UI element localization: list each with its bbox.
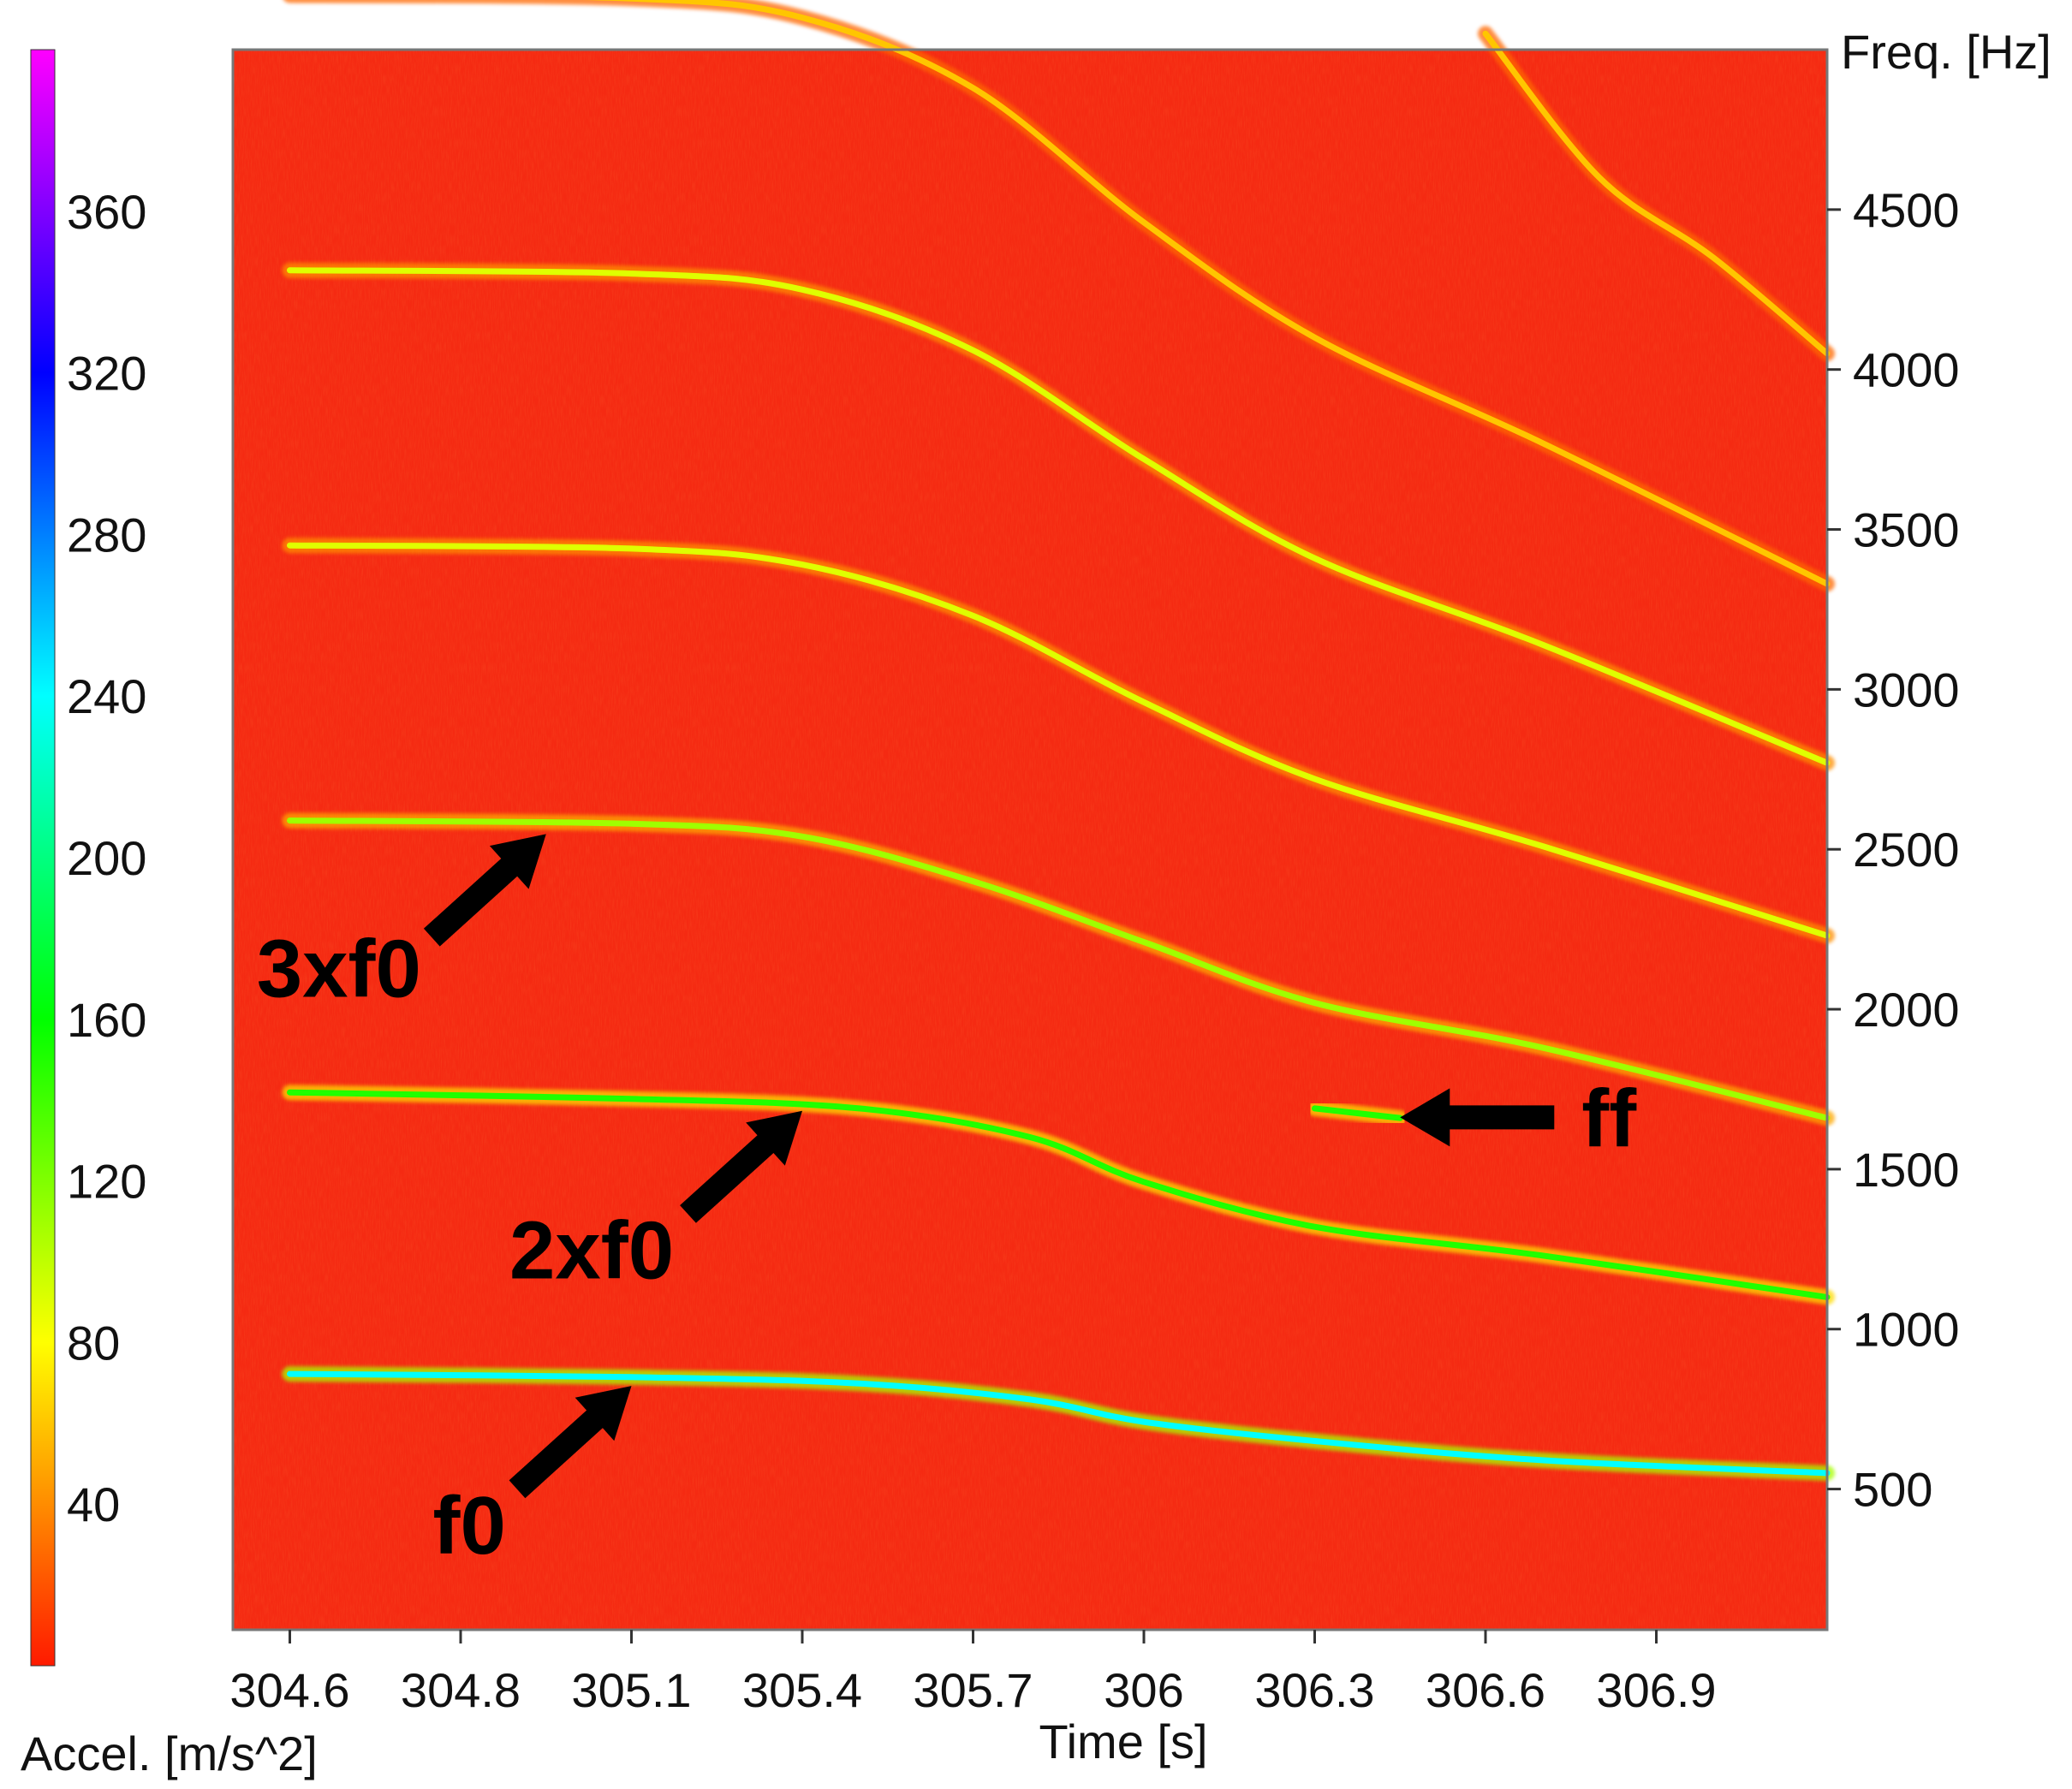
band-core [581, 0, 1831, 587]
plot-frame [231, 48, 1829, 1631]
band-core [287, 267, 1831, 766]
x-tick-label: 305.7 [913, 1663, 1033, 1717]
harmonic-band-f0 [282, 1366, 1835, 1481]
annotation-arrow [509, 1386, 632, 1499]
harmonic-band-3 [282, 538, 1835, 944]
band-core [287, 817, 1831, 1121]
harmonic-band-4 [282, 262, 1835, 771]
y-tick-label: 1000 [1853, 1303, 1960, 1357]
x-axis-title: Time [s] [1039, 1715, 1207, 1768]
colorbar-tick-label: 360 [67, 185, 146, 239]
colorbar-gradient [30, 49, 56, 1667]
harmonic-band-3xf0 [282, 812, 1835, 1126]
y-axis: 500 1000 1500 2000 2500 3000 3500 4000 4500 [1827, 183, 1960, 1517]
x-tick-label: 306 [1104, 1663, 1183, 1717]
y-tick-label: 4500 [1853, 183, 1960, 237]
y-tick-label: 500 [1853, 1463, 1932, 1517]
band-core [1482, 30, 1831, 357]
harmonic-band-5 [283, 0, 1835, 592]
colorbar-ticks: 40 80 120 160 200 240 280 320 360 [67, 185, 146, 1531]
colorbar-tick-label: 200 [67, 831, 146, 885]
x-tick-label: 306.6 [1426, 1663, 1545, 1717]
colorbar-tick-label: 240 [67, 669, 146, 723]
annotation-label: ff [1581, 1073, 1637, 1164]
band-core [287, 1089, 1831, 1300]
annotation-arrow [680, 1110, 802, 1223]
colorbar-tick-label: 80 [67, 1316, 120, 1370]
colorbar-tick-label: 160 [67, 993, 146, 1047]
annotation-label: f0 [433, 1480, 506, 1572]
annotation-label: 2xf0 [509, 1205, 674, 1297]
colorbar-label: Accel. [m/s^2] [21, 1727, 318, 1780]
y-tick-label: 3500 [1853, 503, 1960, 557]
annotations: f0 2xf0 3xf0 ff [257, 834, 1637, 1572]
annotation-arrow [1400, 1088, 1555, 1147]
annotation-ff: ff [1400, 1073, 1637, 1164]
annotation-label: 3xf0 [257, 923, 421, 1014]
colorbar-tick-label: 120 [67, 1155, 146, 1209]
colorbar-tick-label: 280 [67, 508, 146, 562]
harmonic-band-6 [1478, 26, 1835, 361]
annotation-3xf0: 3xf0 [257, 834, 546, 1014]
band-core [287, 1370, 1831, 1477]
y-tick-label: 2500 [1853, 823, 1960, 877]
y-tick-label: 4000 [1853, 343, 1960, 397]
y-tick-label: 1500 [1853, 1143, 1960, 1197]
colorbar: 40 80 120 160 200 240 280 320 360 Accel. [m/s^2] [21, 49, 318, 1780]
plot-area [231, 0, 1835, 1631]
annotation-2xf0: 2xf0 [509, 1110, 802, 1297]
annotation-arrow [423, 834, 546, 947]
harmonic-band-2xf0 [282, 1085, 1835, 1305]
y-tick-label: 2000 [1853, 983, 1960, 1037]
band-core [1312, 1105, 1403, 1121]
x-tick-label: 306.3 [1254, 1663, 1374, 1717]
y-tick-label: 3000 [1853, 663, 1960, 716]
x-tick-label: 306.9 [1596, 1663, 1716, 1717]
x-tick-label: 305.4 [742, 1663, 862, 1717]
band-core [287, 542, 1831, 939]
colorbar-tick-label: 320 [67, 347, 146, 401]
harmonic-bands [282, 0, 1835, 1481]
x-tick-label: 304.6 [229, 1663, 349, 1717]
colorbar-tick-label: 40 [67, 1477, 120, 1531]
x-tick-label: 305.1 [571, 1663, 691, 1717]
y-axis-title: Freq. [Hz] [1841, 25, 2051, 79]
annotation-f0: f0 [433, 1386, 632, 1572]
harmonic-band-ff [1307, 1100, 1408, 1126]
x-axis: 304.6 304.8 305.1 305.4 305.7 306 306.3 306.6 30… [229, 1630, 1717, 1717]
plot-noise [233, 50, 1827, 1630]
x-tick-label: 304.8 [401, 1663, 521, 1717]
